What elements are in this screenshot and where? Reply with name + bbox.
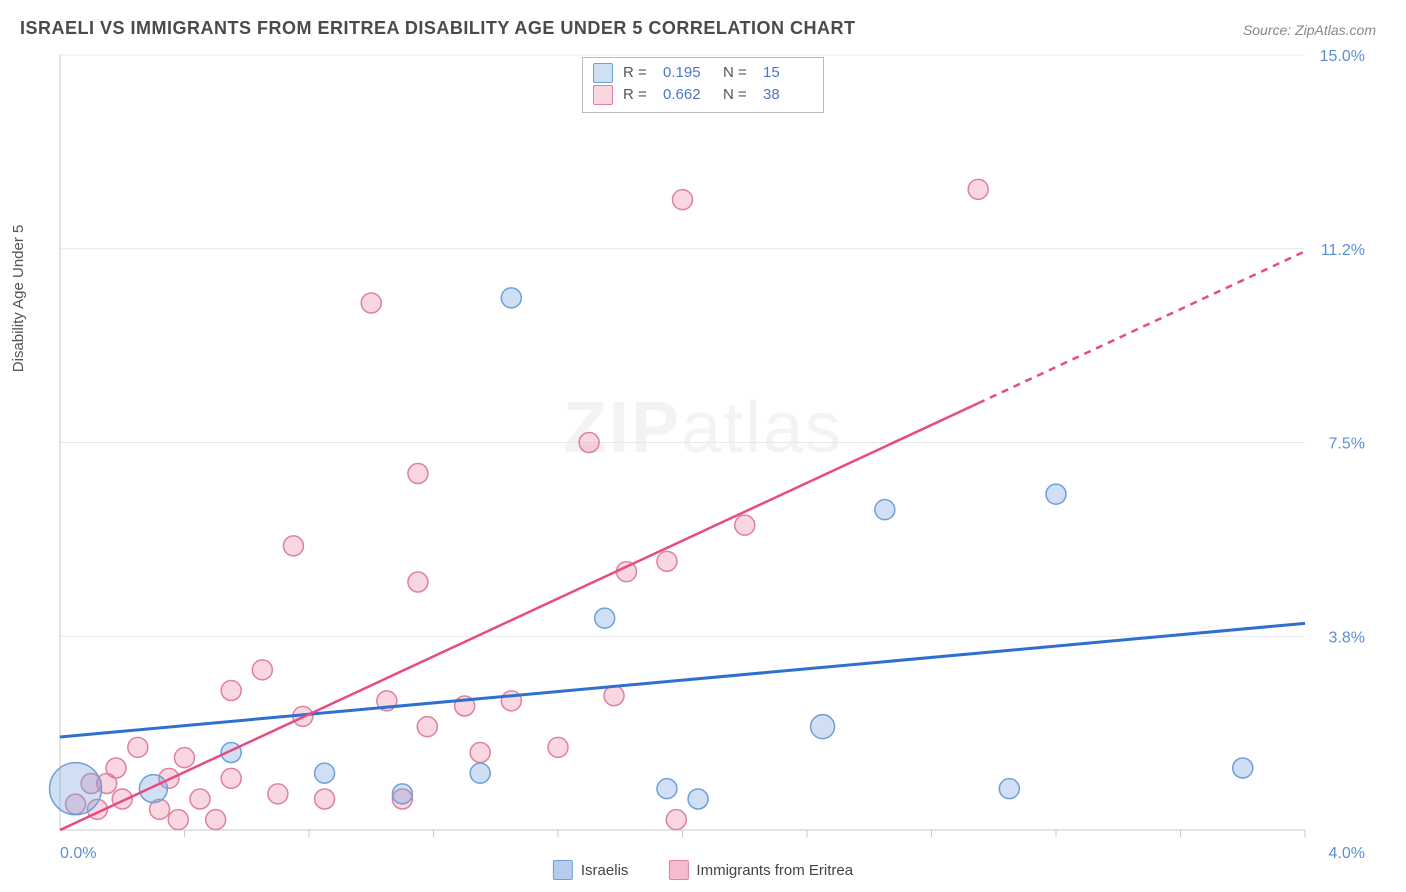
trend-line-dashed [978,251,1305,403]
stat-n-label: N = [723,62,753,84]
legend: Israelis Immigrants from Eritrea [553,860,853,880]
data-point [673,190,693,210]
data-point [417,717,437,737]
x-tick-label: 4.0% [1329,845,1365,862]
data-point [657,551,677,571]
data-point [392,784,412,804]
data-point [315,789,335,809]
data-point [548,737,568,757]
data-point [1233,758,1253,778]
stat-r-label: R = [623,62,653,84]
y-tick-label: 15.0% [1320,48,1365,65]
data-point [175,748,195,768]
data-point [811,715,835,739]
trend-line [60,623,1305,737]
legend-swatch [668,860,688,880]
legend-label: Israelis [581,862,629,879]
data-point [999,779,1019,799]
correlation-stats-box: R = 0.195 N = 15 R = 0.662 N = 38 [582,57,824,113]
data-point [1046,484,1066,504]
data-point [666,810,686,830]
data-point [657,779,677,799]
data-point [190,789,210,809]
data-point [50,763,102,815]
stat-row: R = 0.195 N = 15 [593,62,813,84]
stat-n-value: 38 [763,84,813,106]
legend-item: Immigrants from Eritrea [668,860,853,880]
stat-r-value: 0.195 [663,62,713,84]
data-point [221,768,241,788]
y-tick-label: 3.8% [1329,629,1365,646]
data-point [268,784,288,804]
data-point [470,743,490,763]
y-tick-label: 7.5% [1329,436,1365,453]
stat-n-value: 15 [763,62,813,84]
legend-swatch [553,860,573,880]
chart-container: { "title": "ISRAELI VS IMMIGRANTS FROM E… [0,0,1406,892]
data-point [361,293,381,313]
data-point [168,810,188,830]
data-point [128,737,148,757]
data-point [470,763,490,783]
data-point [735,515,755,535]
chart-svg-wrap: 3.8% 7.5% 11.2% 15.0% 0.0% 4.0% [0,0,1406,892]
trend-line-solid [60,403,978,830]
x-tick-label: 0.0% [60,845,96,862]
data-point [604,686,624,706]
stat-r-label: R = [623,84,653,106]
data-point [315,763,335,783]
legend-swatch [593,85,613,105]
y-tick-label: 11.2% [1321,242,1365,259]
data-point [408,572,428,592]
data-point [595,608,615,628]
legend-item: Israelis [553,860,629,880]
stat-row: R = 0.662 N = 38 [593,84,813,106]
data-point [968,179,988,199]
data-point [283,536,303,556]
data-point [875,500,895,520]
data-point [501,288,521,308]
data-point [221,681,241,701]
legend-label: Immigrants from Eritrea [696,862,853,879]
stat-r-value: 0.662 [663,84,713,106]
data-point [579,433,599,453]
data-point [408,464,428,484]
chart-svg: 3.8% 7.5% 11.2% 15.0% 0.0% 4.0% [0,0,1406,892]
data-point [252,660,272,680]
legend-swatch [593,63,613,83]
data-point [206,810,226,830]
data-point [139,775,167,803]
data-point [688,789,708,809]
stat-n-label: N = [723,84,753,106]
